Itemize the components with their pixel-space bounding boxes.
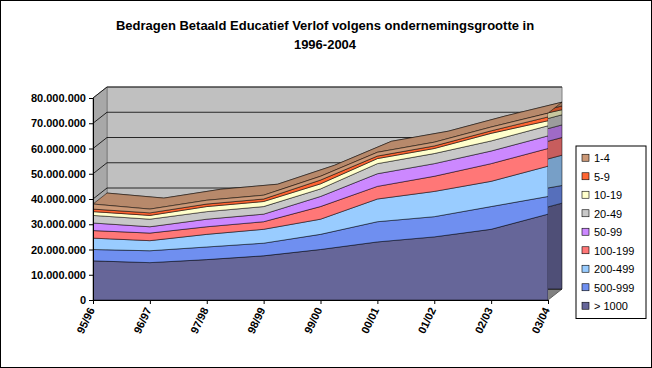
tick-label: 97/98 bbox=[188, 305, 211, 335]
tick-mark bbox=[89, 199, 93, 200]
tick: 99/00 bbox=[302, 300, 325, 335]
legend-swatch bbox=[582, 154, 589, 161]
tick: 60.000.000 bbox=[31, 143, 93, 155]
tick-mark bbox=[89, 275, 93, 276]
tick: 30.000.000 bbox=[31, 218, 93, 230]
areas bbox=[93, 113, 548, 300]
tick: 98/99 bbox=[245, 300, 268, 335]
legend-swatch bbox=[582, 210, 589, 217]
legend-label: 5-9 bbox=[594, 171, 610, 183]
legend-swatch bbox=[582, 247, 589, 254]
tick: 50.000.000 bbox=[31, 168, 93, 180]
tick-label: 70.000.000 bbox=[31, 117, 86, 129]
legend-label: 50-99 bbox=[594, 226, 622, 238]
tick-label: 30.000.000 bbox=[31, 218, 86, 230]
tick-mark bbox=[89, 98, 93, 99]
tick: 70.000.000 bbox=[31, 117, 93, 129]
legend-label: 500-999 bbox=[594, 282, 634, 294]
title: Bedragen Betaald Educatief Verlof volgen… bbox=[116, 18, 534, 52]
tick-mark bbox=[89, 149, 93, 150]
legend-label: 20-49 bbox=[594, 208, 622, 220]
tick-mark bbox=[89, 250, 93, 251]
tick: 0 bbox=[80, 294, 93, 306]
tick: 40.000.000 bbox=[31, 193, 93, 205]
tick-label: 96/97 bbox=[131, 305, 154, 335]
tick: 10.000.000 bbox=[31, 269, 93, 281]
tick-label: 98/99 bbox=[245, 305, 268, 335]
tick-mark bbox=[89, 224, 93, 225]
grid bbox=[93, 87, 562, 300]
background bbox=[1, 1, 652, 368]
legend-label: > 1000 bbox=[594, 300, 628, 312]
tick: 96/97 bbox=[131, 300, 154, 335]
tick-label: 80.000.000 bbox=[31, 92, 86, 104]
axis-line bbox=[89, 99, 94, 301]
tick-mark bbox=[89, 174, 93, 175]
tick-mark bbox=[377, 300, 378, 304]
axis-line bbox=[94, 301, 549, 305]
legend-swatch bbox=[582, 191, 589, 198]
grid-line bbox=[93, 87, 562, 98]
legend-label: 1-4 bbox=[594, 152, 610, 164]
tick-label: 50.000.000 bbox=[31, 168, 86, 180]
y-axis: 0 10.000.000 20.000.000 30.000.000 40.000.00… bbox=[31, 92, 94, 306]
legend-swatch bbox=[582, 265, 589, 272]
tick: 97/98 bbox=[188, 300, 211, 335]
tick: 02/03 bbox=[472, 300, 495, 335]
tick: 80.000.000 bbox=[31, 92, 93, 104]
legend-label: 200-499 bbox=[594, 263, 634, 275]
tick-label: 02/03 bbox=[472, 305, 495, 335]
tick-label: 03/04 bbox=[529, 305, 552, 336]
tick-label: 40.000.000 bbox=[31, 193, 86, 205]
chart: 0 10.000.000 20.000.000 30.000.000 40.000.00… bbox=[0, 0, 652, 368]
tick-label: 20.000.000 bbox=[31, 244, 86, 256]
legend-swatch bbox=[582, 173, 589, 180]
tick-label: 99/00 bbox=[302, 305, 325, 335]
legend-swatch bbox=[582, 302, 589, 309]
legend-box bbox=[576, 146, 646, 319]
tick: 00/01 bbox=[359, 300, 382, 335]
legend-swatch bbox=[582, 228, 589, 235]
walls bbox=[93, 87, 562, 300]
tick-label: 60.000.000 bbox=[31, 143, 86, 155]
tick-label: 0 bbox=[80, 294, 86, 306]
tick: 01/02 bbox=[416, 300, 439, 335]
tick: 95/96 bbox=[74, 300, 97, 335]
tick-label: 01/02 bbox=[416, 305, 439, 335]
tick-label: 95/96 bbox=[74, 305, 97, 335]
tick: 03/04 bbox=[529, 300, 552, 335]
tick-mark bbox=[89, 300, 93, 301]
tick-label: 10.000.000 bbox=[31, 269, 86, 281]
tick-mark bbox=[89, 123, 93, 124]
tick-mark bbox=[548, 300, 549, 304]
tick-mark bbox=[434, 300, 435, 304]
tick-mark bbox=[264, 300, 265, 304]
tick-mark bbox=[491, 300, 492, 304]
tick-label: 00/01 bbox=[359, 305, 382, 335]
area bbox=[93, 113, 548, 213]
legend: 1-4 5-9 10-19 20-49 50-99 100-199 200-499 500-9… bbox=[576, 146, 646, 319]
x-axis: 95/96 96/97 97/98 98/99 99/00 00/01 01/02 02/03… bbox=[74, 300, 552, 335]
legend-label: 10-19 bbox=[594, 189, 622, 201]
tick-mark bbox=[93, 300, 94, 304]
tick-mark bbox=[150, 300, 151, 304]
tick-mark bbox=[207, 300, 208, 304]
tick-mark bbox=[321, 300, 322, 304]
tick: 20.000.000 bbox=[31, 244, 93, 256]
legend-label: 100-199 bbox=[594, 245, 634, 257]
legend-swatch bbox=[582, 284, 589, 291]
